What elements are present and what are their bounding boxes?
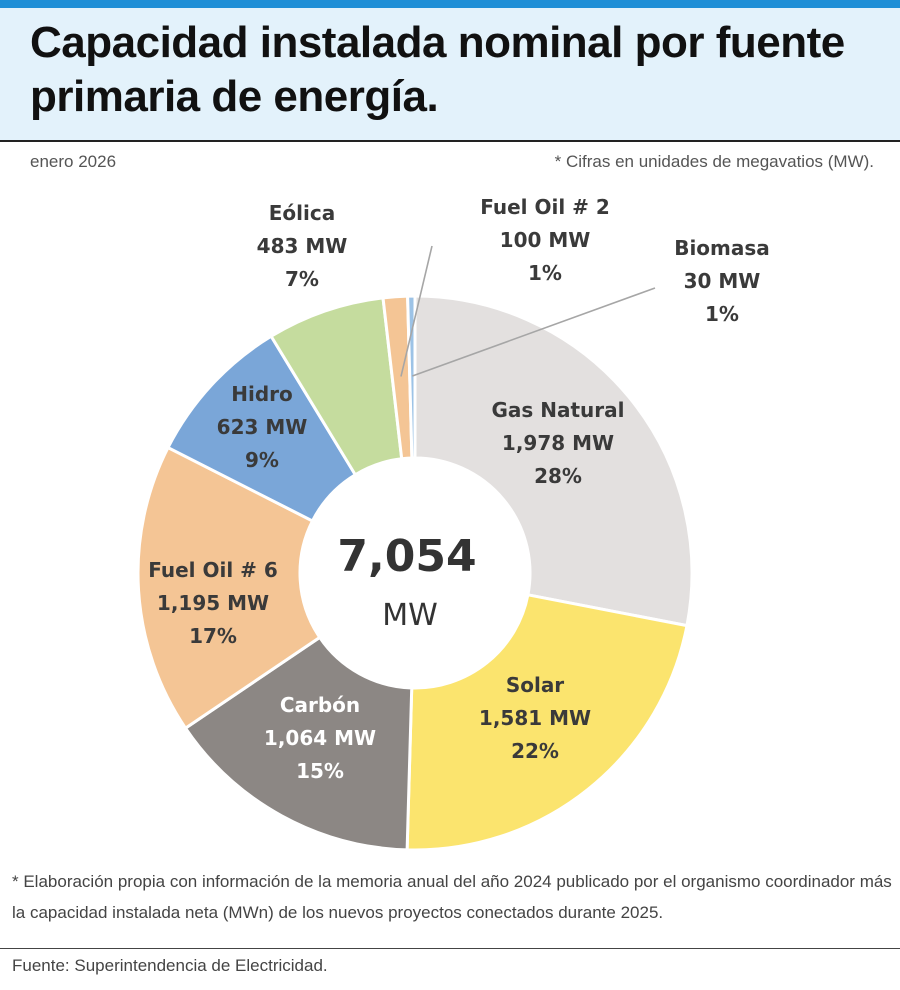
center-total-value: 7,054 (337, 531, 476, 582)
label-eolica: Eólica 483 MW 7% (257, 201, 348, 291)
leader-line-fuel-oil-2 (400, 245, 433, 377)
slice-solar (405, 593, 689, 852)
label-fuel-oil-6: Fuel Oil # 6 1,195 MW 17% (148, 558, 278, 648)
divider (0, 948, 900, 949)
slice-fuel-oil-6 (136, 445, 322, 731)
chart-title: Capacidad instalada nominal por fuente p… (30, 18, 845, 121)
slice-biomasa (406, 294, 417, 460)
footnote: * Elaboración propia con información de … (12, 872, 892, 922)
donut-chart: Gas Natural 1,978 MW 28% Solar 1,581 MW 22% Ca… (136, 195, 770, 852)
slice-gas-natural (413, 294, 694, 628)
label-biomasa: Biomasa 30 MW 1% (674, 236, 770, 326)
date-label: enero 2026 (30, 152, 117, 171)
header-band: Capacidad instalada nominal por fuente p… (0, 8, 900, 142)
label-solar: Solar 1,581 MW 22% (479, 673, 591, 763)
source-note: Fuente: Superintendencia de Electricidad… (12, 956, 328, 975)
accent-bar (0, 0, 900, 8)
leader-line-biomasa (412, 287, 656, 377)
label-hidro: Hidro 623 MW 9% (217, 382, 308, 472)
units-note: * Cifras en unidades de megavatios (MW). (554, 152, 874, 171)
center-total-unit: MW (382, 598, 438, 633)
label-fuel-oil-2: Fuel Oil # 2 100 MW 1% (480, 195, 610, 285)
label-gas-natural: Gas Natural 1,978 MW 28% (491, 398, 624, 488)
label-carbon: Carbón 1,064 MW 15% (264, 693, 376, 783)
